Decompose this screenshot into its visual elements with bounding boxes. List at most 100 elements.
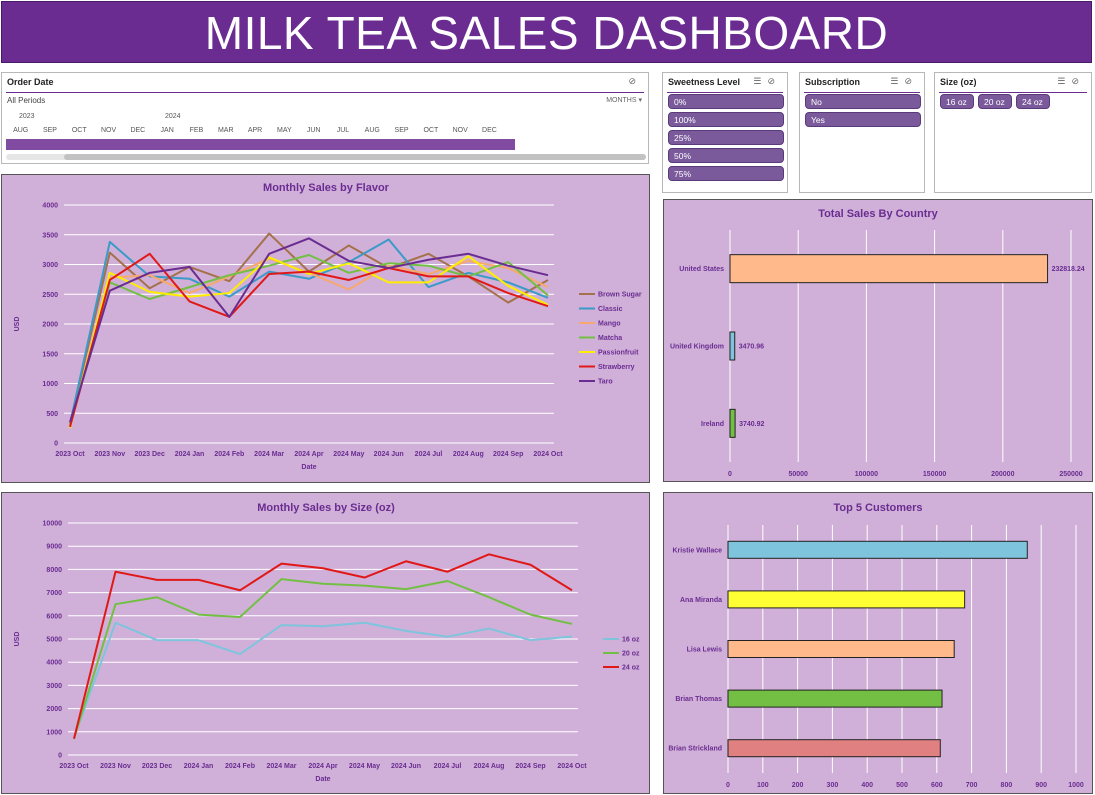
- multiselect-clear-icon[interactable]: ☰⊘: [890, 76, 918, 86]
- month-label[interactable]: DEC: [130, 127, 146, 134]
- size-item-16[interactable]: 16 oz: [940, 94, 974, 109]
- granularity-dropdown[interactable]: MONTHS ▾: [606, 96, 642, 104]
- data-label: 232818.24: [1052, 266, 1085, 273]
- clear-filter-icon[interactable]: ⊘: [628, 76, 642, 86]
- legend-label: Classic: [598, 306, 623, 313]
- month-label[interactable]: MAR: [217, 127, 234, 134]
- multiselect-clear-icon[interactable]: ☰⊘: [1057, 76, 1085, 86]
- y-tick-label: 3500: [42, 232, 58, 239]
- x-tick-label: 200000: [991, 471, 1014, 478]
- series-line-20-oz: [73, 578, 573, 740]
- y-tick-label: 10000: [43, 521, 63, 528]
- y-axis-label: USD: [14, 632, 21, 647]
- month-label[interactable]: AUG: [364, 127, 380, 134]
- size-slicer[interactable]: Size (oz) ☰⊘ 16 oz 20 oz 24 oz: [934, 72, 1092, 193]
- x-tick-label: 2024 Jul: [434, 763, 462, 770]
- sweetness-item-25[interactable]: 25%: [668, 130, 784, 145]
- bar: [727, 540, 1028, 559]
- legend-label: 16 oz: [622, 637, 640, 644]
- x-tick-label: 500: [896, 782, 908, 789]
- y-tick-label: 4000: [46, 660, 62, 667]
- y-tick-label: 9000: [46, 544, 62, 551]
- x-tick-label: 2024 Apr: [308, 763, 338, 770]
- y-tick-label: 3000: [42, 262, 58, 269]
- month-label[interactable]: MAY: [277, 127, 292, 134]
- dashboard-title: MILK TEA SALES DASHBOARD: [1, 1, 1092, 63]
- multiselect-clear-icon[interactable]: ☰⊘: [753, 76, 781, 86]
- category-label: United Kingdom: [670, 344, 724, 351]
- data-label: 3740.92: [739, 421, 764, 428]
- divider: [804, 92, 920, 93]
- sweetness-item-100[interactable]: 100%: [668, 112, 784, 127]
- month-label[interactable]: AUG: [13, 127, 29, 134]
- bar: [727, 689, 943, 708]
- timeline-scrollbar[interactable]: [6, 154, 646, 160]
- month-label[interactable]: OCT: [423, 127, 439, 134]
- x-tick-label: 600: [931, 782, 943, 789]
- x-axis-label: Date: [301, 464, 316, 471]
- x-tick-label: 2023 Oct: [59, 763, 89, 770]
- size-item-24[interactable]: 24 oz: [1016, 94, 1050, 109]
- month-label[interactable]: SEP: [394, 127, 409, 134]
- series-line-strawberry: [69, 252, 549, 428]
- category-label: Ireland: [701, 421, 724, 428]
- legend-label: Passionfruit: [598, 350, 639, 357]
- month-label[interactable]: APR: [247, 127, 263, 134]
- divider: [6, 92, 644, 93]
- divider: [667, 92, 783, 93]
- x-tick-label: 2024 Oct: [533, 451, 563, 458]
- bar: [727, 590, 966, 609]
- size-item-20[interactable]: 20 oz: [978, 94, 1012, 109]
- subscription-item-no[interactable]: No: [805, 94, 921, 109]
- month-label[interactable]: DEC: [482, 127, 497, 134]
- x-tick-label: 250000: [1059, 471, 1082, 478]
- month-label[interactable]: JUN: [306, 127, 321, 134]
- y-tick-label: 1000: [46, 729, 62, 736]
- order-date-timeline[interactable]: Order Date ⊘ All Periods MONTHS ▾ 2023 2…: [1, 72, 649, 164]
- month-label[interactable]: JUL: [336, 127, 350, 134]
- month-label[interactable]: SEP: [42, 127, 57, 134]
- sweetness-slicer[interactable]: Sweetness Level ☰⊘ 0% 100% 25% 50% 75%: [662, 72, 788, 193]
- month-label[interactable]: JAN: [160, 127, 174, 134]
- sweetness-item-0[interactable]: 0%: [668, 94, 784, 109]
- legend-label: Matcha: [598, 335, 622, 342]
- month-label[interactable]: NOV: [100, 127, 117, 134]
- series-line-taro: [69, 237, 549, 423]
- x-tick-label: 0: [728, 471, 732, 478]
- chart-svg: Monthly Sales by Size (oz) 0 1000 2000 3000 4…: [14, 502, 640, 783]
- category-label: Brian Strickland: [668, 746, 722, 753]
- x-tick-label: 2024 Oct: [557, 763, 587, 770]
- x-axis-label: Date: [315, 776, 330, 783]
- year-2023-label: 2023: [19, 113, 35, 120]
- y-axis-label: USD: [14, 317, 21, 332]
- x-tick-label: 2024 Sep: [493, 451, 523, 458]
- flavor-chart-panel: Monthly Sales by Flavor 0 500 1000 1500 2000 2…: [1, 174, 650, 483]
- month-label[interactable]: NOV: [452, 127, 468, 134]
- y-tick-label: 8000: [46, 567, 62, 574]
- month-label[interactable]: OCT: [71, 127, 87, 134]
- size-chart-panel: Monthly Sales by Size (oz) 0 1000 2000 3000 4…: [1, 492, 650, 794]
- x-tick-label: 2023 Oct: [55, 451, 85, 458]
- x-tick-label: 0: [726, 782, 730, 789]
- legend-label: Brown Sugar: [598, 292, 642, 299]
- y-tick-label: 2500: [42, 292, 58, 299]
- category-label: Brian Thomas: [675, 696, 722, 703]
- y-tick-label: 3000: [46, 683, 62, 690]
- series-line-passionfruit: [69, 255, 549, 429]
- chart-title: Monthly Sales by Size (oz): [257, 502, 395, 514]
- divider: [939, 92, 1087, 93]
- subscription-item-yes[interactable]: Yes: [805, 112, 921, 127]
- chart-svg: Top 5 Customers 0 100 200 300 400 500 600 700 800…: [668, 502, 1084, 789]
- scrollbar-thumb[interactable]: [64, 154, 646, 160]
- subscription-slicer[interactable]: Subscription ☰⊘ No Yes: [799, 72, 925, 193]
- y-tick-label: 0: [58, 753, 62, 760]
- sweetness-item-75[interactable]: 75%: [668, 166, 784, 181]
- x-tick-label: 200: [792, 782, 804, 789]
- month-label[interactable]: FEB: [189, 127, 204, 134]
- data-label: 3470.96: [739, 344, 764, 351]
- chart-svg: Total Sales By Country 0 50000 100000 150000…: [670, 208, 1085, 478]
- timeline-period-bar[interactable]: [6, 139, 515, 150]
- x-tick-label: 2024 Sep: [515, 763, 545, 770]
- sweetness-item-50[interactable]: 50%: [668, 148, 784, 163]
- x-tick-label: 2023 Dec: [142, 763, 172, 770]
